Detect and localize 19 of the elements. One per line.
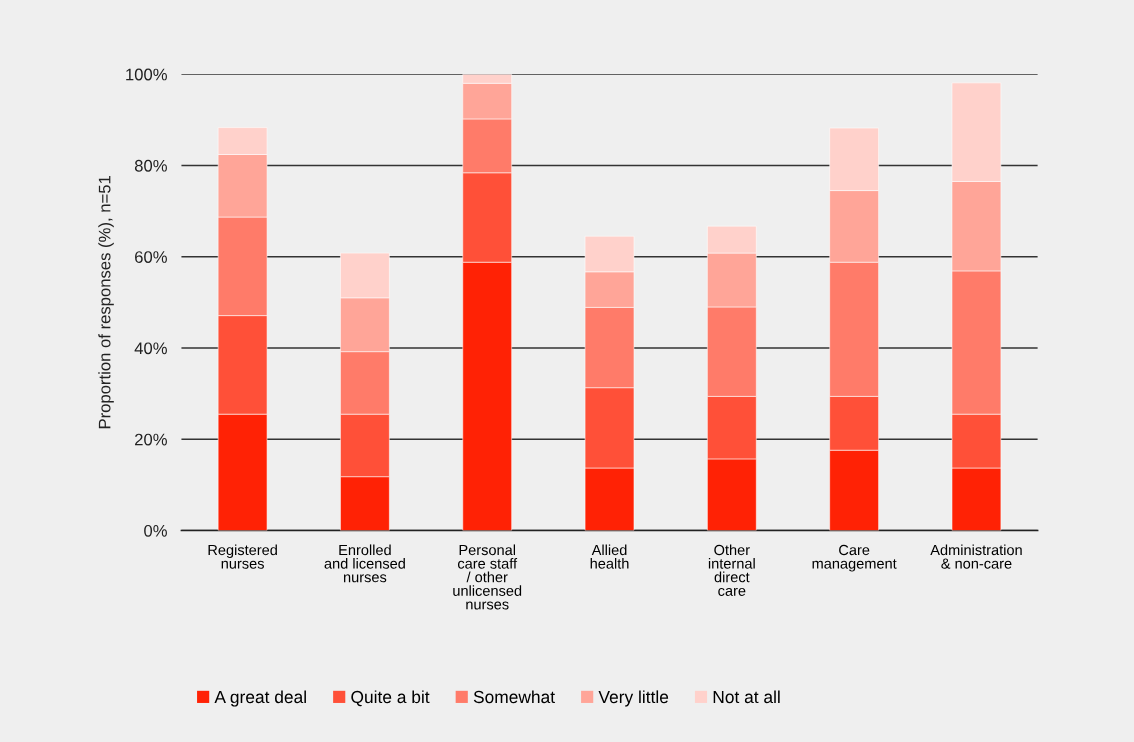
y-tick-label: 80% <box>134 159 167 172</box>
legend-label: Very little <box>598 690 669 707</box>
x-tick-label: Enrolled and licensed nurses <box>324 544 405 583</box>
y-tick-label: 0% <box>144 524 167 537</box>
x-tick-label: Care management <box>812 544 897 572</box>
x-tick-label: Other internal direct care <box>708 544 755 596</box>
legend-label: A great deal <box>214 690 306 707</box>
y-tick-label: 100% <box>126 68 167 81</box>
y-tick-label: 20% <box>135 433 167 446</box>
legend-label: Not at all <box>713 690 780 704</box>
y-tick-label: 40% <box>134 342 167 355</box>
x-tick-label: Allied health <box>590 544 629 569</box>
legend-label: Quite a bit <box>351 690 430 707</box>
x-tick-label: Registered nurses <box>208 544 277 569</box>
y-tick-label: 60% <box>135 251 167 263</box>
x-tick-label: Personal care staff / other unlicensed nurses <box>453 544 522 610</box>
legend-label: Somewhat <box>473 690 555 704</box>
x-tick-label: Administration & non-care <box>930 544 1022 569</box>
y-axis-title: Proportion of responses (%), n=51 <box>98 176 114 429</box>
